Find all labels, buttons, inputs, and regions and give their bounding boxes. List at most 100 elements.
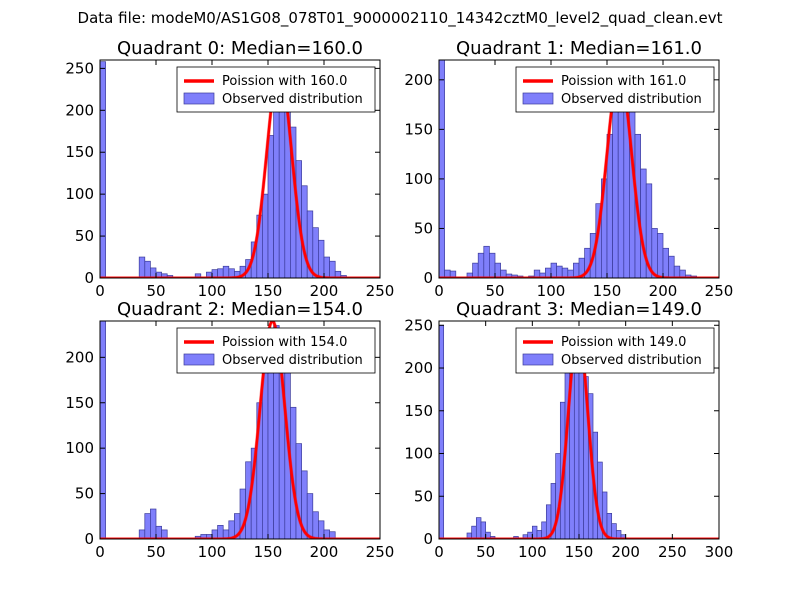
histogram-bar (329, 260, 336, 278)
x-tick-label: 0 (95, 543, 105, 561)
quadrant-3-panel: Quadrant 3: Median=149.0 0 50 100 150 200 250 3… (404, 299, 733, 561)
legend-bar-swatch (183, 92, 215, 105)
histogram-bar (489, 536, 496, 539)
x-tick-label: 100 (198, 282, 227, 300)
axes-frame (99, 320, 381, 540)
legend-line-label: Poission with 160.0 (222, 74, 347, 89)
histogram-bar (611, 523, 617, 539)
quadrant-0-legend: Poission with 160.0 Observed distribution (176, 66, 376, 113)
histogram-bar (340, 275, 347, 278)
y-tick-label: 250 (65, 59, 94, 77)
x-tick-label: 50 (146, 543, 165, 561)
histogram-bar (483, 245, 490, 278)
histogram-bar (217, 525, 224, 539)
x-tick-label: 250 (366, 282, 395, 300)
axes-frame (438, 59, 720, 279)
y-tick-label: 150 (65, 394, 94, 412)
legend-bar-label: Observed distribution (222, 92, 363, 107)
histogram-bar (262, 193, 269, 278)
histogram-bar (150, 508, 157, 539)
x-tick-label: 150 (254, 282, 283, 300)
y-tick-label: 100 (404, 170, 433, 188)
y-tick-label: 250 (404, 316, 433, 334)
legend-bar-label: Observed distribution (561, 353, 702, 368)
x-tick-label: 200 (310, 543, 339, 561)
quadrant-2-title: Quadrant 2: Median=154.0 (117, 299, 363, 320)
histogram-bar (475, 517, 482, 539)
legend-bar-swatch (522, 353, 554, 366)
histogram-bar (471, 525, 477, 539)
y-tick-label: 50 (75, 485, 94, 503)
quadrant-2-legend: Poission with 154.0 Observed distribution (176, 327, 376, 374)
legend-line-label: Poission with 149.0 (561, 335, 686, 350)
histogram-bar (306, 493, 314, 539)
x-tick-label: 0 (434, 282, 444, 300)
y-tick-label: 200 (404, 71, 433, 89)
y-tick-label: 100 (65, 439, 94, 457)
x-tick-label: 100 (537, 282, 566, 300)
axes-frame (99, 59, 381, 279)
legend-line-label: Poission with 154.0 (222, 335, 347, 350)
quadrant-1-title: Quadrant 1: Median=161.0 (456, 38, 702, 59)
legend-bar-swatch (522, 92, 554, 105)
x-tick-label: 200 (310, 282, 339, 300)
y-tick-label: 50 (414, 487, 433, 505)
legend-line-label: Poission with 161.0 (561, 74, 686, 89)
x-tick-label: 150 (593, 282, 622, 300)
y-tick-label: 50 (414, 219, 433, 237)
histogram-bar (472, 262, 479, 278)
histogram-bar (318, 520, 325, 539)
quadrant-0-title: Quadrant 0: Median=160.0 (117, 38, 363, 59)
histogram-bar (439, 60, 445, 278)
legend-box (176, 327, 376, 374)
histogram-bar (489, 252, 496, 278)
legend-bar-label: Observed distribution (561, 92, 702, 107)
histogram-bar (166, 275, 174, 278)
x-tick-label: 150 (565, 543, 594, 561)
legend-bar-swatch (183, 353, 215, 366)
histogram-bar (138, 256, 146, 278)
histogram-bar (662, 247, 669, 278)
histogram-bar (439, 324, 445, 539)
histogram-bar (155, 525, 162, 539)
histogram-bar (550, 262, 557, 278)
histogram-bar (531, 525, 538, 539)
legend-bar-label: Observed distribution (222, 353, 363, 368)
figure-suptitle: Data file: modeM0/AS1G08_078T01_90000021… (78, 9, 723, 28)
x-tick-label: 250 (705, 282, 734, 300)
histogram-bar (161, 529, 168, 539)
y-tick-label: 150 (404, 120, 433, 138)
y-tick-label: 0 (423, 530, 433, 548)
histogram-bar (329, 531, 336, 539)
y-tick-label: 0 (84, 269, 94, 287)
histogram-bar (312, 511, 319, 539)
histogram-bar (267, 135, 274, 278)
y-tick-label: 150 (65, 143, 94, 161)
x-tick-label: 0 (95, 282, 105, 300)
y-tick-label: 50 (75, 227, 94, 245)
histogram-bar (318, 239, 325, 278)
histogram-bar (144, 260, 151, 278)
quadrant-3-title: Quadrant 3: Median=149.0 (456, 299, 702, 320)
histogram-bar (100, 321, 106, 539)
x-tick-label: 0 (434, 543, 444, 561)
histogram-bar (673, 265, 681, 278)
x-tick-label: 50 (476, 543, 495, 561)
x-tick-label: 150 (254, 543, 283, 561)
x-tick-label: 100 (518, 543, 547, 561)
histogram-bar (578, 346, 585, 539)
quadrant-3-legend: Poission with 149.0 Observed distribution (515, 327, 715, 374)
x-tick-label: 250 (658, 543, 687, 561)
quadrant-1-legend: Poission with 161.0 Observed distribution (515, 66, 715, 113)
x-tick-label: 100 (198, 543, 227, 561)
quadrant-2-panel: Quadrant 2: Median=154.0 0 50 100 150 200 250 0… (65, 299, 394, 561)
histogram-bar (477, 252, 485, 278)
histogram-bar (668, 255, 675, 278)
quadrant-1-panel: Quadrant 1: Median=161.0 0 50 100 150 200 250 0… (404, 38, 733, 300)
legend-box (176, 66, 376, 113)
legend-box (515, 66, 715, 113)
x-tick-label: 200 (649, 282, 678, 300)
x-tick-label: 50 (485, 282, 504, 300)
y-tick-label: 0 (84, 530, 94, 548)
